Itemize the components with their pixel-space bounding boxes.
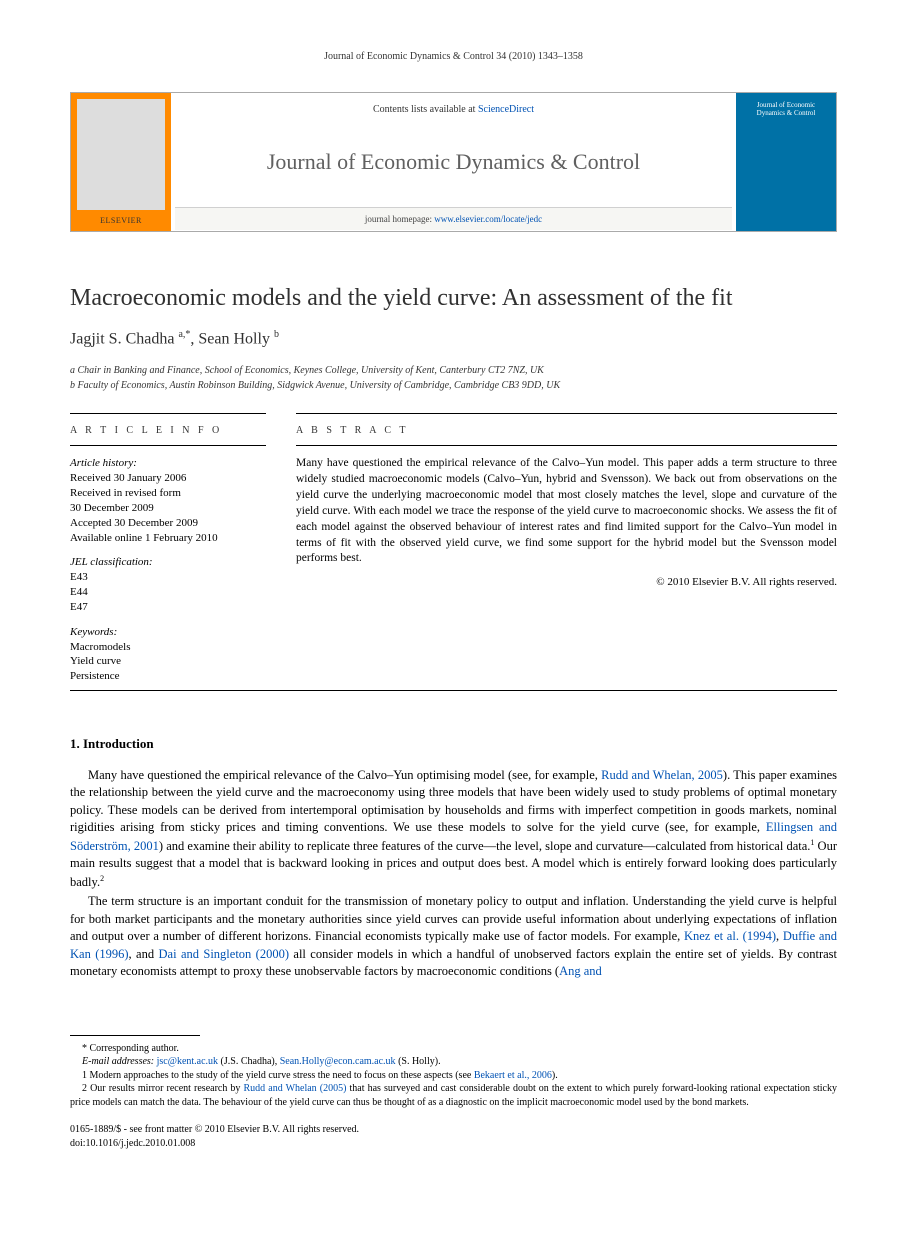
cite-dai-singleton-2000[interactable]: Dai and Singleton (2000) (159, 947, 290, 961)
history-accepted: Accepted 30 December 2009 (70, 516, 266, 531)
footnote-ref-2[interactable]: 2 (100, 874, 104, 883)
fn2-text-a: 2 Our results mirror recent research by (82, 1083, 244, 1094)
footnote-1: 1 Modern approaches to the study of the … (70, 1069, 837, 1083)
article-info-heading: A R T I C L E I N F O (70, 414, 266, 446)
contents-available-line: Contents lists available at ScienceDirec… (373, 103, 534, 117)
banner-center: Contents lists available at ScienceDirec… (171, 93, 736, 231)
p1-text-c: ) and examine their ability to replicate… (159, 839, 810, 853)
homepage-link[interactable]: www.elsevier.com/locate/jedc (434, 214, 542, 224)
history-revised-l1: Received in revised form (70, 486, 266, 501)
keyword-3: Persistence (70, 669, 266, 684)
section-rule (70, 690, 837, 691)
fn1-text-b: ). (552, 1070, 558, 1081)
cite-rudd-whelan-2005[interactable]: Rudd and Whelan, 2005 (601, 768, 723, 782)
history-revised-l2: 30 December 2009 (70, 501, 266, 516)
cover-label: Journal of Economic Dynamics & Control (742, 101, 830, 117)
history-online: Available online 1 February 2010 (70, 531, 266, 546)
abstract-heading: A B S T R A C T (296, 414, 837, 446)
email2-who: (S. Holly). (396, 1056, 441, 1067)
publisher-name: ELSEVIER (100, 216, 142, 227)
emails-line: E-mail addresses: jsc@kent.ac.uk (J.S. C… (70, 1055, 837, 1069)
cite-ang-and[interactable]: Ang and (559, 964, 602, 978)
article-title: Macroeconomic models and the yield curve… (70, 282, 837, 314)
front-matter-line: 0165-1889/$ - see front matter © 2010 El… (70, 1123, 837, 1137)
abstract-text: Many have questioned the empirical relev… (296, 456, 837, 567)
article-info-column: A R T I C L E I N F O Article history: R… (70, 413, 266, 684)
intro-para-1: Many have questioned the empirical relev… (70, 767, 837, 892)
journal-cover-thumb: Journal of Economic Dynamics & Control (736, 93, 836, 231)
keywords-heading: Keywords: (70, 625, 266, 640)
sciencedirect-link[interactable]: ScienceDirect (478, 104, 534, 115)
cite-knez-1994[interactable]: Knez et al. (1994) (684, 929, 776, 943)
elsevier-tree-icon (77, 99, 165, 210)
homepage-prefix: journal homepage: (365, 214, 434, 224)
article-history-heading: Article history: (70, 456, 266, 471)
cite-rudd-whelan-2005-fn[interactable]: Rudd and Whelan (2005) (244, 1083, 347, 1094)
corresponding-author-note: * Corresponding author. (70, 1042, 837, 1056)
email-holly[interactable]: Sean.Holly@econ.cam.ac.uk (280, 1056, 396, 1067)
footnotes-block: * Corresponding author. E-mail addresses… (70, 1042, 837, 1110)
keywords-list: Macromodels Yield curve Persistence (70, 640, 266, 685)
jel-list: E43 E44 E47 (70, 570, 266, 615)
intro-para-2: The term structure is an important condu… (70, 893, 837, 981)
footnote-2: 2 Our results mirror recent research by … (70, 1082, 837, 1109)
email-chadha[interactable]: jsc@kent.ac.uk (157, 1056, 218, 1067)
history-received: Received 30 January 2006 (70, 471, 266, 486)
section-1-heading: 1. Introduction (70, 735, 837, 753)
p1-text-a: Many have questioned the empirical relev… (88, 768, 601, 782)
affiliations: a Chair in Banking and Finance, School o… (70, 364, 837, 393)
keyword-2: Yield curve (70, 654, 266, 669)
jel-code-1: E43 (70, 570, 266, 585)
authors-line: Jagjit S. Chadha a,*, Sean Holly b (70, 328, 837, 350)
doi-line: doi:10.1016/j.jedc.2010.01.008 (70, 1137, 837, 1151)
homepage-bar: journal homepage: www.elsevier.com/locat… (175, 207, 732, 230)
affiliation-a: a Chair in Banking and Finance, School o… (70, 364, 837, 378)
info-abstract-row: A R T I C L E I N F O Article history: R… (70, 413, 837, 684)
abstract-copyright: © 2010 Elsevier B.V. All rights reserved… (296, 575, 837, 590)
keyword-1: Macromodels (70, 640, 266, 655)
abstract-column: A B S T R A C T Many have questioned the… (296, 413, 837, 684)
p2-text-c: , and (129, 947, 159, 961)
cite-bekaert-2006[interactable]: Bekaert et al., 2006 (474, 1070, 552, 1081)
jel-code-2: E44 (70, 585, 266, 600)
fn1-text-a: 1 Modern approaches to the study of the … (82, 1070, 474, 1081)
contents-prefix: Contents lists available at (373, 104, 478, 115)
footnotes-rule (70, 1035, 200, 1036)
journal-banner: ELSEVIER Contents lists available at Sci… (70, 92, 837, 232)
footer-block: 0165-1889/$ - see front matter © 2010 El… (70, 1123, 837, 1150)
jel-heading: JEL classification: (70, 555, 266, 570)
email1-who: (J.S. Chadha), (218, 1056, 280, 1067)
affiliation-b: b Faculty of Economics, Austin Robinson … (70, 379, 837, 393)
p2-text-b: , (776, 929, 783, 943)
publisher-logo-block: ELSEVIER (71, 93, 171, 231)
jel-code-3: E47 (70, 600, 266, 615)
journal-name: Journal of Economic Dynamics & Control (267, 147, 640, 177)
emails-label: E-mail addresses: (82, 1056, 157, 1067)
article-history-list: Received 30 January 2006 Received in rev… (70, 471, 266, 545)
running-header: Journal of Economic Dynamics & Control 3… (70, 50, 837, 64)
